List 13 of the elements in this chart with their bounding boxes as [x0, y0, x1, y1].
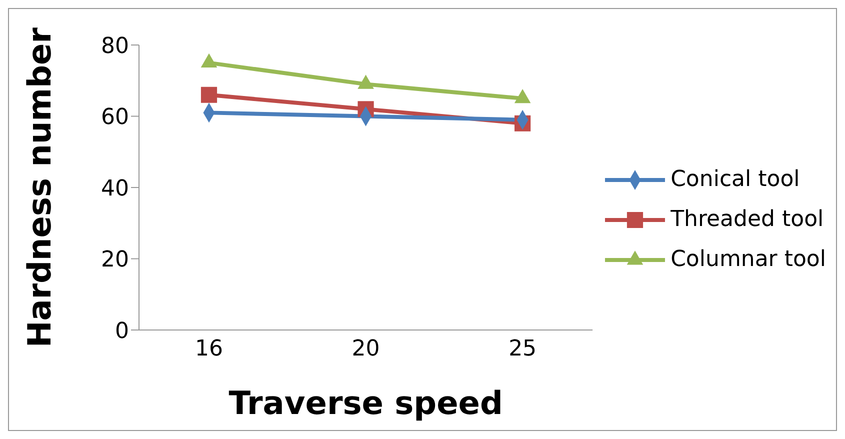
y-tick-label: 40: [101, 176, 129, 202]
x-axis-title: Traverse speed: [228, 384, 503, 422]
x-tick-label: 20: [352, 336, 380, 362]
y-axis-title: Hardness number: [20, 27, 58, 348]
y-tick-label: 80: [101, 34, 129, 59]
y-tick-label: 60: [101, 105, 129, 130]
y-tick-label: 0: [115, 318, 129, 344]
legend-label: Threaded tool: [670, 207, 824, 232]
legend-label: Columnar tool: [670, 247, 826, 272]
x-tick-label: 16: [195, 336, 223, 362]
x-tick-label: 25: [508, 336, 537, 362]
y-tick-label: 20: [101, 248, 129, 273]
legend-label: Conical tool: [670, 167, 800, 192]
